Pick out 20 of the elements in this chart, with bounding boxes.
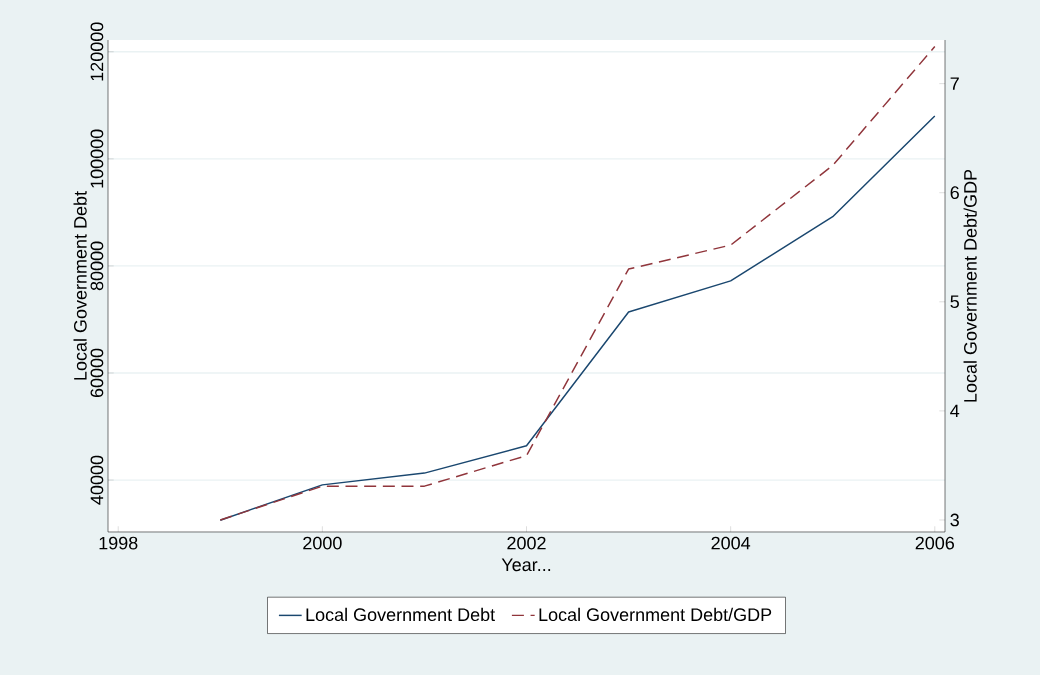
y2-tick-label: 4 <box>950 404 960 418</box>
x-axis-title: Year... <box>501 558 551 572</box>
y2-tick-label: 5 <box>950 295 959 309</box>
y-axis-title: Local Government Debt <box>73 191 87 380</box>
y2-tick-label: 6 <box>950 186 959 200</box>
legend-label: Local Government Debt <box>306 607 495 622</box>
x-tick-label: 2006 <box>915 536 955 550</box>
y-tick-label: 100000 <box>90 129 104 188</box>
y-tick-label: 60000 <box>90 348 104 398</box>
y-tick-label: 120000 <box>90 22 104 81</box>
x-tick-label: 2002 <box>507 536 546 550</box>
x-tick-label: 1998 <box>99 536 138 550</box>
y2-axis-title: Local Government Debt/GDP <box>963 169 977 402</box>
y2-tick-label: 7 <box>950 77 959 90</box>
y2-tick-label: 3 <box>950 513 959 527</box>
legend-label: Local Government Debt/GDP <box>539 607 772 622</box>
x-tick-label: 2000 <box>303 536 342 550</box>
y-tick-label: 40000 <box>90 455 104 505</box>
x-tick-label: 2004 <box>711 536 751 550</box>
y-tick-label: 80000 <box>90 241 104 291</box>
